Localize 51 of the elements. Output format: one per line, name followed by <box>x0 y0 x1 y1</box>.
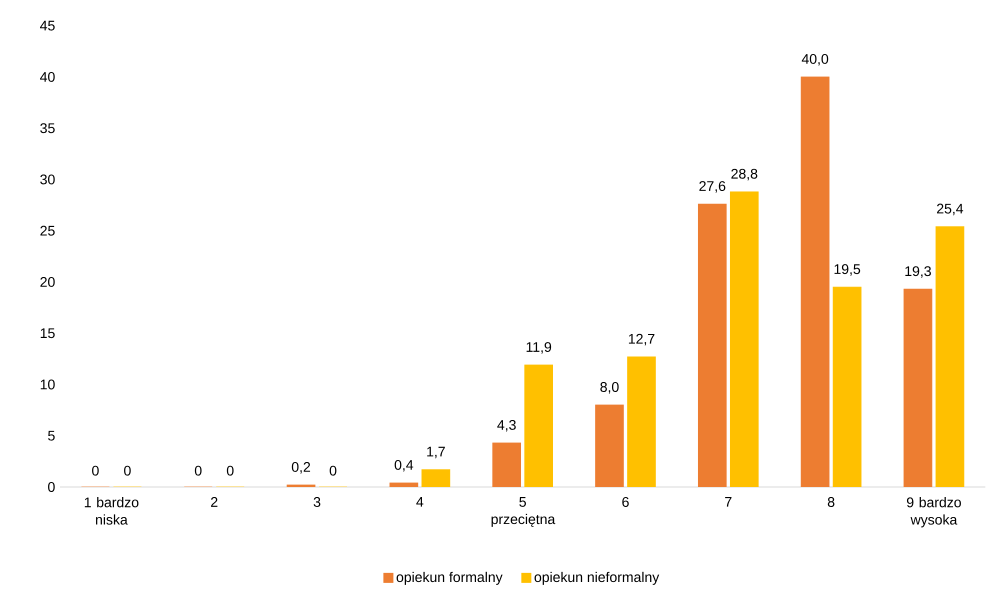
data-label: 1,7 <box>427 446 445 458</box>
bar <box>524 364 554 487</box>
bar <box>832 286 862 487</box>
x-tick-label: 3 <box>314 497 320 507</box>
legend-label: opiekun formalny <box>396 572 503 585</box>
data-label: 0,2 <box>292 462 310 474</box>
data-label: 40,0 <box>802 54 828 66</box>
bar <box>800 76 830 487</box>
data-label: 0 <box>330 466 336 476</box>
x-tick-label: 5 przeciętna <box>492 497 556 527</box>
data-label: 0 <box>124 466 131 476</box>
legend-label: opiekun nieformalny <box>534 572 660 585</box>
y-tick-label: 5 <box>48 430 55 441</box>
data-label: 19,5 <box>834 264 860 276</box>
data-label: 19,3 <box>905 266 931 278</box>
y-tick-label: 15 <box>40 328 55 338</box>
y-tick-label: 10 <box>40 380 55 390</box>
y-tick-label: 20 <box>40 277 55 287</box>
x-tick-label: 2 <box>211 497 218 507</box>
y-tick-label: 0 <box>48 482 55 492</box>
x-tick-label: 9 bardzo wysoka <box>906 497 961 528</box>
data-label: 27,6 <box>699 181 726 193</box>
bar <box>698 204 727 487</box>
data-label: 11,9 <box>526 342 552 354</box>
x-tick-label: 8 <box>828 497 834 507</box>
bar <box>904 288 932 487</box>
y-tick-label: 30 <box>40 174 55 184</box>
bar <box>422 469 450 487</box>
data-label: 4,3 <box>497 420 516 432</box>
data-label: 0 <box>194 466 202 476</box>
bar <box>627 356 656 487</box>
bar <box>595 404 624 487</box>
bar <box>492 442 522 487</box>
data-label: 25,4 <box>937 204 964 216</box>
x-tick-label: 7 <box>725 497 732 507</box>
data-label: 0 <box>226 466 234 476</box>
y-tick-label: 35 <box>40 123 55 134</box>
x-tick-label: 1 bardzo niska <box>84 497 138 525</box>
data-label: 0,4 <box>394 460 414 472</box>
bar <box>730 191 759 487</box>
y-tick-label: 25 <box>40 226 55 236</box>
data-label: 28,8 <box>731 168 758 180</box>
x-tick-label: 4 <box>416 497 424 507</box>
bar <box>936 226 964 487</box>
bar <box>390 482 418 487</box>
y-tick-label: 45 <box>40 20 55 31</box>
y-tick-label: 40 <box>40 72 55 82</box>
x-tick-label: 6 <box>622 497 629 507</box>
data-label: 8,0 <box>600 382 619 394</box>
data-label: 12,7 <box>628 334 654 346</box>
data-label: 0 <box>92 466 99 476</box>
